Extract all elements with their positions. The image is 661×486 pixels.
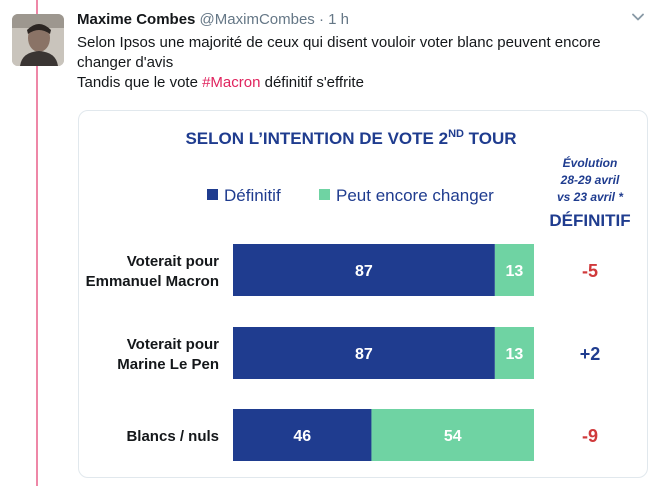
data-label: 46 — [293, 428, 311, 445]
category-label: Marine Le Pen — [117, 356, 219, 373]
chart-bars: Voterait pour Emmanuel Macron 87 13 -5 Votera… — [86, 244, 601, 461]
tweet-text-prefix: Tandis que le vote — [77, 74, 203, 91]
stacked-bar-chart: SELON L’INTENTION DE VOTE 2ND TOUR Défin… — [86, 128, 631, 461]
category-label: Voterait pour — [127, 336, 219, 353]
media-card[interactable]: SELON L’INTENTION DE VOTE 2ND TOUR Défin… — [78, 110, 648, 478]
bar-segment — [233, 327, 495, 379]
bar-segment — [233, 409, 372, 461]
chart-title-sup: ND — [448, 128, 464, 140]
data-label: 87 — [355, 346, 373, 363]
bar-segment — [494, 327, 534, 379]
evolution-value: -9 — [582, 426, 598, 446]
data-label: 87 — [355, 263, 373, 280]
category-label: Emmanuel Macron — [86, 273, 219, 290]
evolution-header-line-3: vs 23 avril * — [557, 190, 624, 204]
tweet-text-line-3: Tandis que le vote #Macron définitif s'e… — [77, 73, 637, 93]
data-label: 13 — [506, 346, 524, 363]
chart-title: SELON L’INTENTION DE VOTE 2ND TOUR — [185, 128, 516, 148]
bar-segment — [494, 244, 534, 296]
chart-title-main: SELON L’INTENTION DE VOTE 2 — [185, 129, 448, 148]
avatar-image — [12, 14, 64, 66]
avatar[interactable] — [12, 14, 64, 66]
tweet-text: Selon Ipsos une majorité de ceux qui dis… — [77, 33, 637, 93]
tweet-text-line-2: changer d'avis — [77, 54, 174, 71]
chart-title-end: TOUR — [464, 129, 517, 148]
category-label: Blancs / nuls — [126, 428, 219, 445]
tweet-text-suffix: définitif s'effrite — [260, 74, 364, 91]
tweet-timestamp[interactable]: 1 h — [328, 11, 349, 28]
evolution-value: -5 — [582, 261, 598, 281]
chevron-down-icon[interactable] — [631, 10, 645, 24]
hashtag-link[interactable]: #Macron — [202, 74, 261, 91]
tweet-header: Maxime Combes @MaximCombes · 1 h — [77, 11, 349, 28]
tweet-text-line-1: Selon Ipsos une majorité de ceux qui dis… — [77, 34, 601, 51]
data-label: 13 — [506, 263, 524, 280]
legend-swatch-definitif — [207, 189, 218, 200]
legend-label-definitif: Définitif — [224, 186, 281, 205]
data-label: 54 — [444, 428, 462, 445]
evolution-value: +2 — [580, 344, 601, 364]
evolution-header-line-2: 28-29 avril — [560, 173, 620, 187]
bar-segment — [371, 409, 534, 461]
author-handle[interactable]: @MaximCombes — [199, 11, 315, 28]
separator-dot: · — [318, 11, 324, 28]
thread-line — [36, 0, 38, 486]
legend-swatch-peut-changer — [319, 189, 330, 200]
bar-segment — [233, 244, 495, 296]
evolution-title: DÉFINITIF — [549, 211, 630, 230]
evolution-header-line-1: Évolution — [563, 155, 618, 170]
category-label: Voterait pour — [127, 253, 219, 270]
author-name[interactable]: Maxime Combes — [77, 11, 196, 28]
legend-label-peut-changer: Peut encore changer — [336, 186, 494, 205]
